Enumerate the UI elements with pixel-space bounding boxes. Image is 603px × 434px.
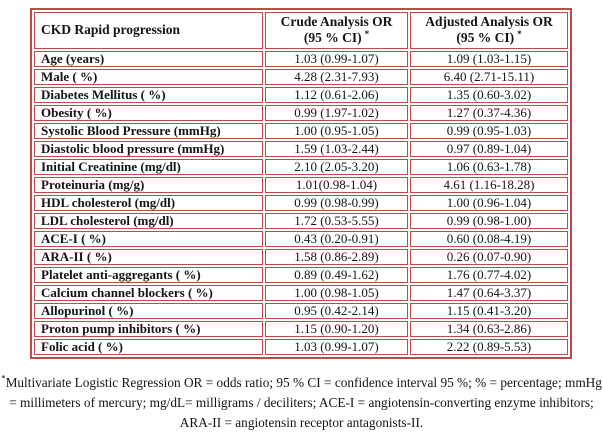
table-row: ARA-II ( %) 1.58 (0.86-2.89) 0.26 (0.07-0.… bbox=[34, 248, 568, 265]
crude-or-cell: 1.00 (0.95-1.05) bbox=[265, 122, 408, 139]
adjusted-or-cell: 1.27 (0.37-4.36) bbox=[410, 104, 568, 121]
crude-or-cell: 0.95 (0.42-2.14) bbox=[265, 302, 408, 319]
adjusted-or-cell: 6.40 (2.71-15.11) bbox=[410, 68, 568, 85]
header-crude-asterisk: * bbox=[364, 28, 370, 39]
row-label-cell: LDL cholesterol (mg/dl) bbox=[34, 212, 263, 229]
header-adjusted-asterisk: * bbox=[517, 28, 522, 39]
crude-or-cell: 1.01(0.98-1.04) bbox=[265, 176, 408, 193]
crude-or-cell: 0.99 (0.98-0.99) bbox=[265, 194, 408, 211]
ckd-results-table: CKD Rapid progression Crude Analysis OR … bbox=[30, 8, 572, 359]
adjusted-or-cell: 1.15 (0.41-3.20) bbox=[410, 302, 568, 319]
crude-or-cell: 0.89 (0.49-1.62) bbox=[265, 266, 408, 283]
table-row: Calcium channel blockers ( %) 1.00 (0.98-… bbox=[34, 284, 568, 301]
row-label-cell: Allopurinol ( %) bbox=[34, 302, 263, 319]
crude-or-cell: 4.28 (2.31-7.93) bbox=[265, 68, 408, 85]
table-row: ACE-I ( %) 0.43 (0.20-0.91) 0.60 (0.08-4.1… bbox=[34, 230, 568, 247]
row-label-cell: Diabetes Mellitus ( %) bbox=[34, 86, 263, 103]
adjusted-or-cell: 1.47 (0.64-3.37) bbox=[410, 284, 568, 301]
adjusted-or-cell: 0.97 (0.89-1.04) bbox=[410, 140, 568, 157]
table-row: Male ( %) 4.28 (2.31-7.93) 6.40 (2.71-15.1… bbox=[34, 68, 568, 85]
crude-or-cell: 1.59 (1.03-2.44) bbox=[265, 140, 408, 157]
table-row: Platelet anti-aggregants ( %) 0.89 (0.49-… bbox=[34, 266, 568, 283]
table-row: Age (years) 1.03 (0.99-1.07) 1.09 (1.03-1.… bbox=[34, 50, 568, 67]
row-label-cell: Calcium channel blockers ( %) bbox=[34, 284, 263, 301]
header-variable-column: CKD Rapid progression bbox=[34, 12, 263, 49]
table-row: HDL cholesterol (mg/dl) 0.99 (0.98-0.99) 1… bbox=[34, 194, 568, 211]
row-label-cell: ARA-II ( %) bbox=[34, 248, 263, 265]
adjusted-or-cell: 0.26 (0.07-0.90) bbox=[410, 248, 568, 265]
table-row: Systolic Blood Pressure (mmHg) 1.00 (0.95… bbox=[34, 122, 568, 139]
table-body: Age (years) 1.03 (0.99-1.07) 1.09 (1.03-1.… bbox=[34, 50, 568, 355]
adjusted-or-cell: 2.22 (0.89-5.53) bbox=[410, 338, 568, 355]
crude-or-cell: 1.00 (0.98-1.05) bbox=[265, 284, 408, 301]
crude-or-cell: 1.72 (0.53-5.55) bbox=[265, 212, 408, 229]
adjusted-or-cell: 1.06 (0.63-1.78) bbox=[410, 158, 568, 175]
crude-or-cell: 1.03 (0.99-1.07) bbox=[265, 338, 408, 355]
row-label-cell: Systolic Blood Pressure (mmHg) bbox=[34, 122, 263, 139]
row-label-cell: HDL cholesterol (mg/dl) bbox=[34, 194, 263, 211]
adjusted-or-cell: 1.09 (1.03-1.15) bbox=[410, 50, 568, 67]
table-row: Proton pump inhibitors ( %) 1.15 (0.90-1.… bbox=[34, 320, 568, 337]
adjusted-or-cell: 1.34 (0.63-2.86) bbox=[410, 320, 568, 337]
row-label-cell: Age (years) bbox=[34, 50, 263, 67]
row-label-cell: Folic acid ( %) bbox=[34, 338, 263, 355]
footnote-asterisk: * bbox=[1, 373, 6, 384]
table-row: Diabetes Mellitus ( %) 1.12 (0.61-2.06) 1.… bbox=[34, 86, 568, 103]
crude-or-cell: 0.99 (1.97-1.02) bbox=[265, 104, 408, 121]
adjusted-or-cell: 0.99 (0.98-1.00) bbox=[410, 212, 568, 229]
adjusted-or-cell: 0.60 (0.08-4.19) bbox=[410, 230, 568, 247]
row-label-cell: Male ( %) bbox=[34, 68, 263, 85]
table-row: Obesity ( %) 0.99 (1.97-1.02) 1.27 (0.37-4… bbox=[34, 104, 568, 121]
table-row: LDL cholesterol (mg/dl) 1.72 (0.53-5.55) 0… bbox=[34, 212, 568, 229]
header-crude-line2: (95 % CI) bbox=[303, 30, 362, 46]
crude-or-cell: 1.12 (0.61-2.06) bbox=[265, 86, 408, 103]
row-label-cell: Platelet anti-aggregants ( %) bbox=[34, 266, 263, 283]
row-label-cell: ACE-I ( %) bbox=[34, 230, 263, 247]
crude-or-cell: 1.03 (0.99-1.07) bbox=[265, 50, 408, 67]
footnote-text: Multivariate Logistic Regression OR = od… bbox=[5, 375, 602, 431]
row-label-cell: Initial Creatinine (mg/dl) bbox=[34, 158, 263, 175]
row-label-cell: Obesity ( %) bbox=[34, 104, 263, 121]
crude-or-cell: 1.15 (0.90-1.20) bbox=[265, 320, 408, 337]
row-label-cell: Proton pump inhibitors ( %) bbox=[34, 320, 263, 337]
adjusted-or-cell: 1.35 (0.60-3.02) bbox=[410, 86, 568, 103]
adjusted-or-cell: 1.76 (0.77-4.02) bbox=[410, 266, 568, 283]
header-adjusted-line2: (95 % CI) bbox=[456, 30, 515, 46]
footnote: *Multivariate Logistic Regression OR = o… bbox=[0, 373, 603, 434]
header-adjusted-or-column: Adjusted Analysis OR (95 % CI) * bbox=[410, 12, 568, 49]
header-row: CKD Rapid progression Crude Analysis OR … bbox=[34, 12, 568, 49]
header-crude-line1: Crude Analysis OR bbox=[280, 14, 393, 29]
header-adjusted-line1: Adjusted Analysis OR bbox=[425, 14, 553, 29]
table-row: Diastolic blood pressure (mmHg) 1.59 (1.0… bbox=[34, 140, 568, 157]
crude-or-cell: 0.43 (0.20-0.91) bbox=[265, 230, 408, 247]
table-row: Folic acid ( %) 1.03 (0.99-1.07) 2.22 (0.8… bbox=[34, 338, 568, 355]
table-row: Initial Creatinine (mg/dl) 2.10 (2.05-3.2… bbox=[34, 158, 568, 175]
table-row: Allopurinol ( %) 0.95 (0.42-2.14) 1.15 (0.… bbox=[34, 302, 568, 319]
adjusted-or-cell: 0.99 (0.95-1.03) bbox=[410, 122, 568, 139]
crude-or-cell: 2.10 (2.05-3.20) bbox=[265, 158, 408, 175]
table-row: Proteinuria (mg/g) 1.01(0.98-1.04) 4.61 (1… bbox=[34, 176, 568, 193]
row-label-cell: Proteinuria (mg/g) bbox=[34, 176, 263, 193]
adjusted-or-cell: 1.00 (0.96-1.04) bbox=[410, 194, 568, 211]
row-label-cell: Diastolic blood pressure (mmHg) bbox=[34, 140, 263, 157]
crude-or-cell: 1.58 (0.86-2.89) bbox=[265, 248, 408, 265]
adjusted-or-cell: 4.61 (1.16-18.28) bbox=[410, 176, 568, 193]
header-crude-or-column: Crude Analysis OR (95 % CI) * bbox=[265, 12, 408, 49]
